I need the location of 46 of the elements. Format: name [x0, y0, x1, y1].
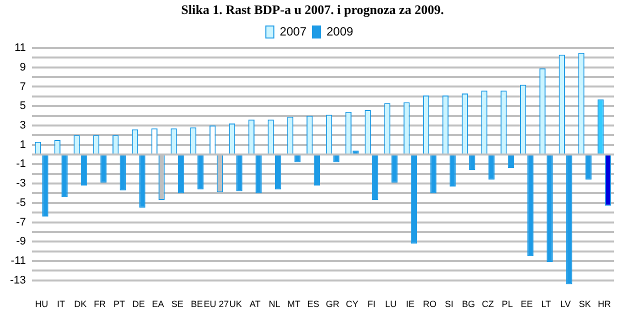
x-tick-label: HU — [35, 299, 48, 310]
y-tick-label: 9 — [20, 61, 26, 74]
x-tick-label: DK — [74, 299, 87, 310]
x-tick-label: PT — [113, 299, 126, 310]
x-tick-label: SI — [444, 299, 454, 310]
x-tick-label: PL — [502, 299, 513, 310]
y-tick-label: 3 — [20, 119, 26, 132]
x-tick-label: EA — [152, 299, 164, 310]
x-tick-label: MT — [287, 299, 301, 310]
x-tick-label: GR — [326, 299, 340, 310]
legend-label: 2009 — [326, 24, 354, 38]
chart-title: Slika 1. Rast BDP-a u 2007. i prognoza za 2009. — [180, 1, 445, 19]
x-tick-label: BE — [190, 299, 203, 310]
y-tick-label: -11 — [10, 255, 26, 268]
legend-label: 2007 — [280, 24, 307, 38]
x-tick-label: AT — [250, 299, 261, 310]
x-tick-label: IE — [406, 299, 415, 310]
x-tick-label: SE — [171, 299, 184, 310]
y-tick-label: 5 — [20, 100, 26, 112]
x-tick-label: LT — [541, 299, 552, 310]
y-tick-label: -5 — [16, 196, 26, 209]
y-tick-label: 11 — [14, 42, 26, 54]
x-tick-label: UK — [229, 299, 242, 310]
x-tick-label: CZ — [482, 299, 494, 310]
x-tick-label: HR — [598, 299, 612, 310]
x-tick-label: CY — [346, 299, 358, 310]
x-tick-label: EU 27 — [204, 299, 229, 310]
x-tick-label: EE — [520, 299, 533, 310]
y-tick-label: -1 — [16, 158, 26, 170]
x-tick-label: LV — [560, 299, 571, 310]
x-tick-label: RO — [422, 299, 436, 310]
x-tick-label: NL — [268, 299, 280, 310]
x-tick-label: FR — [94, 299, 106, 310]
y-tick-label: -7 — [16, 216, 26, 228]
y-tick-label: -3 — [16, 178, 26, 190]
y-tick-label: 1 — [20, 138, 26, 151]
x-tick-label: ES — [307, 299, 320, 310]
y-tick-label: -13 — [10, 274, 26, 286]
x-tick-label: SK — [578, 299, 591, 310]
x-tick-label: LU — [385, 299, 397, 310]
x-tick-label: BG — [462, 299, 476, 310]
x-tick-label: DE — [132, 299, 145, 310]
x-tick-label: FI — [367, 299, 376, 310]
x-tick-label: IT — [57, 299, 66, 310]
y-tick-label: 7 — [20, 80, 26, 93]
y-tick-label: -9 — [16, 236, 26, 248]
